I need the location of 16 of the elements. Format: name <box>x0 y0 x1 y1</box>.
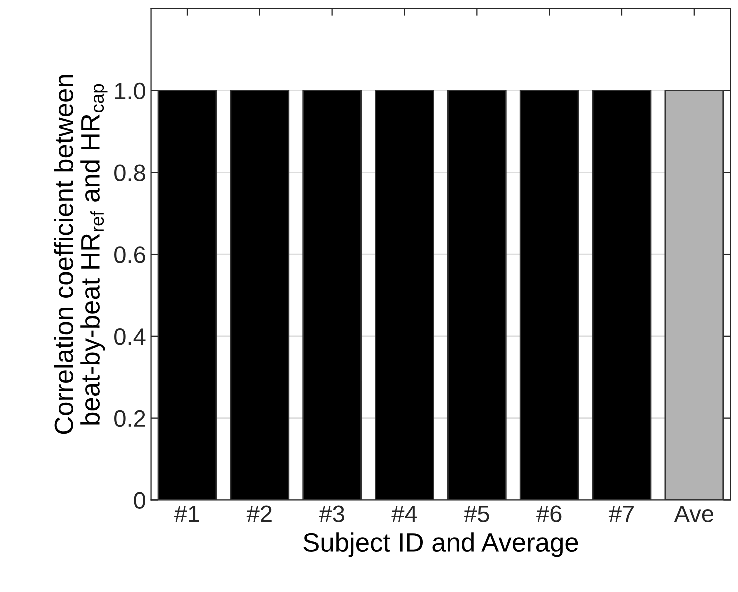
x-tick-label: #4 <box>392 506 418 522</box>
x-tick-label: #7 <box>608 506 634 522</box>
y-tick-label: 0.6 <box>114 246 146 264</box>
y-axis-title: Correlation coefficient between beat-by-beat HR$_{ref}$ and HR$_{cap}$ <box>54 75 108 434</box>
x-tick-label: #3 <box>319 506 344 522</box>
y-tick-label: 1.0 <box>115 82 146 100</box>
x-tick-label: Ave <box>674 506 714 522</box>
y-tick-label: 0 <box>134 492 146 510</box>
y-tick-label: 0.8 <box>114 164 146 182</box>
x-tick-label: #1 <box>174 506 200 522</box>
x-axis-title: Subject ID and Average <box>304 532 578 558</box>
y-tick-label: 0.2 <box>114 410 146 428</box>
x-tick-label: #6 <box>536 506 562 522</box>
x-tick-label: #5 <box>464 506 490 522</box>
y-tick-label: 0.4 <box>114 328 146 346</box>
x-tick-label: #2 <box>246 506 272 522</box>
